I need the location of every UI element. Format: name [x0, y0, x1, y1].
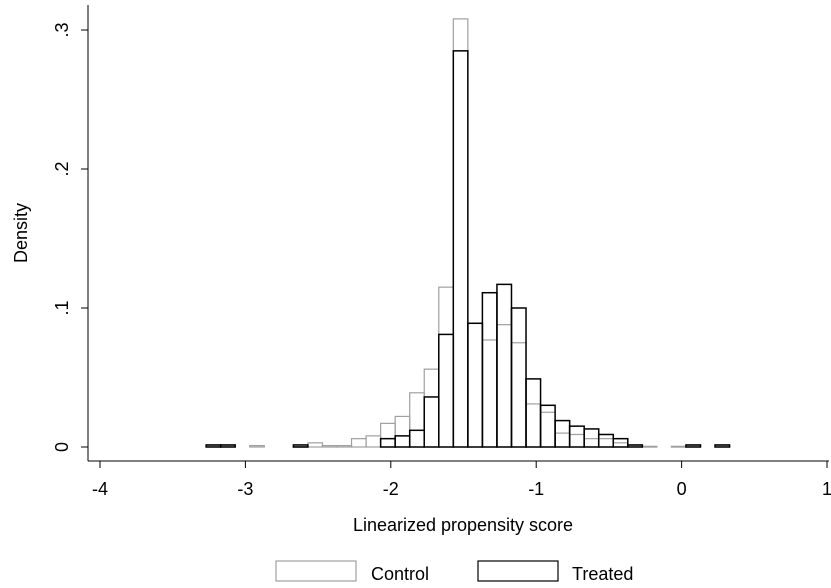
- treated-bar: [612, 437, 629, 448]
- y-axis-title: Density: [11, 203, 31, 263]
- control-bar: [641, 445, 658, 448]
- y-tick-label: 0: [52, 442, 72, 452]
- legend-label-treated: Treated: [572, 564, 633, 584]
- control-bar: [249, 445, 265, 448]
- treated-bar: [714, 444, 731, 448]
- x-axis-title: Linearized propensity score: [353, 515, 573, 535]
- treated-bar: [452, 50, 469, 448]
- treated-bar: [219, 444, 236, 448]
- x-tick-label: 0: [677, 479, 687, 499]
- x-tick-label: -4: [92, 479, 108, 499]
- x-tick-label: -3: [237, 479, 253, 499]
- x-tick-label: 1: [822, 479, 831, 499]
- treated-bar: [627, 444, 644, 448]
- legend-label-control: Control: [371, 564, 429, 584]
- y-tick-label: .3: [52, 22, 72, 37]
- treated-bar: [510, 307, 527, 448]
- treated-bar: [292, 444, 309, 448]
- x-tick-label: -2: [383, 479, 399, 499]
- x-tick-label: -1: [528, 479, 544, 499]
- y-tick-label: .2: [52, 161, 72, 176]
- treated-series: [205, 50, 731, 448]
- legend-swatch-treated: [477, 560, 559, 582]
- y-tick-label: .1: [52, 300, 72, 315]
- treated-bar: [685, 444, 702, 448]
- x-axis-ticks: -4 -3 -2 -1 0 1: [92, 461, 831, 499]
- legend: Control Treated: [275, 560, 633, 584]
- legend-swatch-control: [275, 560, 357, 582]
- y-axis-ticks: 0 .1 .2 .3: [52, 22, 88, 452]
- control-bar: [670, 445, 687, 448]
